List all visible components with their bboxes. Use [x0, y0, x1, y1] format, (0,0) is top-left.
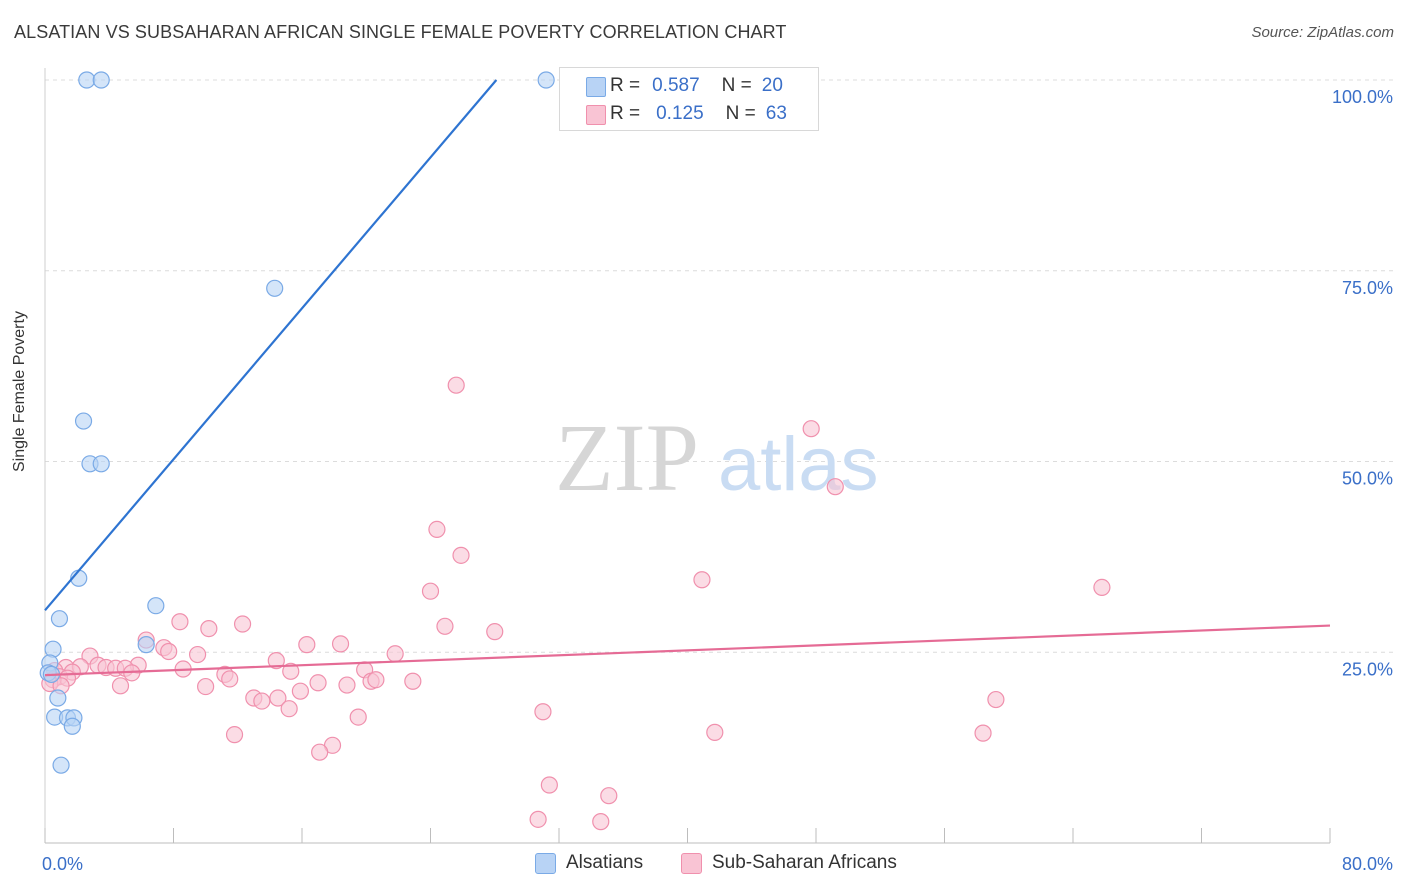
sub-saharan-point-17	[160, 642, 178, 661]
sub-saharan-point-3	[428, 520, 446, 539]
sub-saharan-point-43	[404, 672, 422, 690]
sub-saharan-point-15	[331, 635, 350, 653]
trend-lines	[44, 79, 1331, 677]
alsatian-point-6	[92, 455, 110, 473]
alsatian-points	[39, 71, 555, 774]
sub-saharan-point-65	[592, 813, 610, 831]
y-tick-label: 50.0%	[1342, 469, 1393, 489]
alsatian-point-8	[50, 610, 69, 628]
sub-saharan-point-51	[253, 692, 271, 710]
sub-saharan-point-11	[436, 617, 454, 635]
y-tick-label: 100.0%	[1332, 87, 1393, 107]
axes	[44, 68, 1331, 844]
sub-saharan-points	[41, 376, 1111, 831]
sub-saharan-point-41	[338, 676, 356, 694]
alsatian-point-19	[63, 717, 81, 735]
series-legend: Alsatians Sub-Saharan Africans	[0, 852, 1406, 876]
legend-n-label: N =	[721, 75, 752, 96]
sub-saharan-point-56	[349, 708, 367, 726]
sub-saharan-trend-line	[44, 624, 1331, 677]
y-tick-label: 75.0%	[1342, 278, 1393, 298]
alsatian-point-2	[537, 71, 555, 89]
alsatian-point-0	[78, 71, 96, 89]
alsatian-trend-line	[44, 79, 498, 611]
sub-saharan-point-63	[600, 787, 618, 805]
alsatian-point-1	[92, 71, 110, 89]
sub-saharan-point-39	[221, 670, 239, 688]
sub-saharan-point-7	[421, 582, 440, 600]
legend-n-value: 63	[765, 103, 787, 124]
sub-saharan-point-5	[693, 571, 711, 589]
chart-title: ALSATIAN VS SUBSAHARAN AFRICAN SINGLE FE…	[14, 22, 787, 42]
sub-saharan-point-8	[171, 613, 189, 631]
gridlines	[45, 79, 1393, 653]
sub-saharan-point-32	[282, 662, 300, 680]
legend-r-value: 0.125	[656, 103, 704, 124]
sub-saharan-point-62	[540, 776, 558, 794]
legend-item-alsatians: Alsatians	[535, 852, 643, 874]
legend-r-label: R =	[610, 75, 641, 96]
sub-saharan-point-4	[452, 546, 470, 564]
sub-saharan-point-54	[280, 700, 298, 718]
sub-saharan-point-21	[267, 652, 285, 670]
sub-saharan-point-52	[269, 689, 287, 707]
y-tick-label: 25.0%	[1342, 659, 1393, 679]
sub-saharan-point-12	[486, 623, 504, 641]
tick-labels: 25.0% 50.0% 75.0% 100.0% 0.0% 80.0%	[42, 87, 1393, 874]
source-label: Source: ZipAtlas.com	[1251, 24, 1394, 41]
sub-saharan-point-48	[197, 677, 215, 696]
sub-saharan-point-20	[386, 645, 404, 663]
sub-saharan-point-49	[291, 682, 309, 700]
alsatian-point-9	[147, 597, 165, 615]
sub-saharan-point-53	[987, 690, 1005, 709]
legend-swatch-sub-saharan	[681, 852, 702, 874]
sub-saharan-point-55	[534, 703, 552, 721]
alsatian-point-15	[49, 689, 67, 707]
alsatian-point-3	[266, 279, 284, 297]
sub-saharan-point-1	[802, 420, 820, 438]
watermark: ZIP atlas	[555, 404, 879, 511]
sub-saharan-point-47	[111, 677, 130, 695]
alsatian-point-4	[74, 412, 93, 430]
sub-saharan-point-0	[447, 376, 465, 394]
x-tick-label-max: 80.0%	[1342, 854, 1393, 874]
alsatian-point-11	[137, 636, 155, 654]
sub-saharan-point-9	[233, 615, 252, 633]
legend-item-sub-saharan: Sub-Saharan Africans	[681, 852, 897, 874]
sub-saharan-point-59	[225, 726, 244, 744]
legend-n-value: 20	[761, 75, 783, 96]
sub-saharan-point-2	[826, 478, 844, 496]
sub-saharan-point-61	[311, 743, 329, 761]
x-tick-label-min: 0.0%	[42, 854, 83, 874]
sub-saharan-point-44	[367, 671, 385, 689]
sub-saharan-point-14	[298, 636, 316, 654]
watermark-zip: ZIP	[555, 404, 699, 511]
legend-r-value: 0.587	[652, 75, 700, 96]
legend-label-sub-saharan: Sub-Saharan Africans	[712, 852, 897, 873]
legend-swatch-blue	[586, 77, 606, 97]
legend-n-label: N =	[725, 103, 756, 124]
sub-saharan-point-64	[529, 810, 547, 828]
watermark-atlas: atlas	[718, 422, 879, 507]
legend-swatch-pink	[586, 105, 606, 125]
legend-swatch-alsatians	[535, 852, 556, 874]
sub-saharan-point-57	[706, 723, 724, 741]
sub-saharan-point-6	[1093, 578, 1111, 596]
legend-row-sub-saharan: R = 0.125 N = 63	[586, 102, 787, 126]
sub-saharan-point-40	[309, 674, 327, 692]
alsatian-point-20	[52, 756, 70, 774]
legend-r-label: R =	[610, 103, 641, 124]
sub-saharan-point-58	[974, 724, 992, 742]
legend-label-alsatians: Alsatians	[566, 852, 644, 873]
sub-saharan-point-19	[188, 645, 207, 664]
legend-row-alsatians: R = 0.587 N = 20	[586, 74, 783, 98]
sub-saharan-point-10	[200, 619, 218, 638]
correlation-legend: R = 0.587 N = 20 R = 0.125 N = 63	[559, 67, 819, 131]
